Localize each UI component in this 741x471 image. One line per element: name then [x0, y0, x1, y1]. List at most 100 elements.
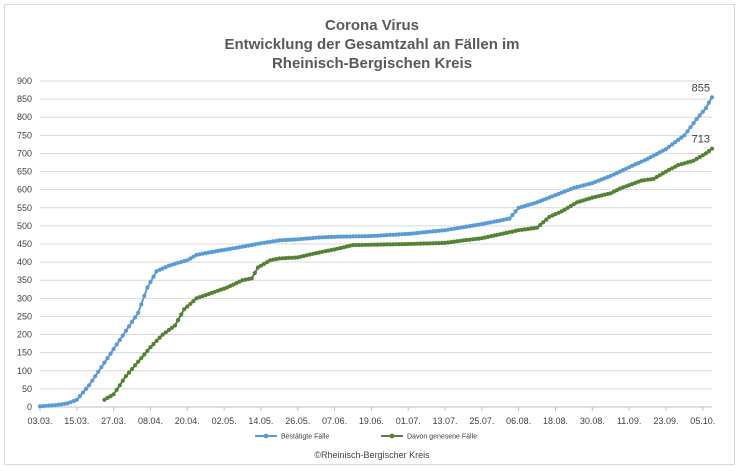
data-point — [252, 270, 257, 276]
data-point — [320, 235, 325, 240]
data-point — [467, 237, 472, 242]
data-point — [424, 241, 429, 246]
data-point — [433, 241, 438, 246]
y-axis: 0 50 100 150 200 250 300 350 400 450 500 550 600 650 7… — [17, 76, 32, 412]
chart-credit: ©Rheinisch-Bergischer Kreis — [314, 450, 430, 460]
data-point — [114, 387, 119, 392]
data-point — [363, 234, 368, 239]
data-point — [400, 232, 405, 237]
x-tick-label: 03.03. — [27, 416, 52, 426]
data-point — [412, 241, 417, 246]
data-point — [369, 233, 374, 239]
data-point — [157, 335, 162, 340]
data-point — [188, 301, 193, 306]
data-point — [117, 337, 122, 343]
legend-marker — [263, 433, 269, 439]
data-point — [525, 226, 531, 232]
data-point — [280, 238, 285, 243]
data-point — [350, 243, 356, 248]
data-point — [292, 255, 297, 260]
data-point — [406, 241, 411, 247]
x-tick-label: 13.07. — [433, 416, 458, 426]
y-tick-label: 350 — [17, 275, 32, 285]
data-point — [467, 224, 472, 229]
data-point — [455, 226, 460, 231]
data-point — [381, 233, 386, 238]
data-point — [126, 370, 132, 375]
data-point — [249, 276, 254, 281]
x-axis: 03.03. 15.03. 27.03. 08.04. 20.04. 02.05. 14.0… — [27, 407, 715, 426]
data-point — [393, 242, 398, 247]
data-point — [314, 235, 319, 240]
legend: Bestätigte Fälle Davon genesene Fälle — [255, 434, 477, 441]
data-point — [148, 279, 153, 285]
data-point — [50, 403, 55, 408]
data-point — [608, 191, 613, 196]
data-point — [427, 241, 432, 246]
data-point — [126, 324, 132, 329]
chart-title-line-3: Rheinisch-Bergischen Kreis — [272, 55, 472, 72]
data-point — [108, 351, 113, 356]
data-point — [651, 176, 656, 181]
data-point — [403, 242, 408, 247]
data-point — [323, 235, 328, 240]
y-tick-label: 850 — [17, 94, 32, 104]
x-tick-label: 06.08. — [506, 416, 531, 426]
data-point — [372, 242, 377, 247]
data-point — [277, 256, 282, 261]
chart-title-line-2: Entwicklung der Gesamtzahl an Fällen im — [224, 36, 519, 53]
data-point — [258, 241, 263, 246]
data-point — [280, 256, 285, 261]
data-point — [179, 312, 184, 317]
x-tick-label: 20.04. — [175, 416, 200, 426]
data-point — [44, 403, 49, 408]
data-point — [326, 234, 331, 240]
data-point — [191, 254, 196, 259]
data-point — [357, 234, 362, 239]
series-layer — [37, 95, 715, 409]
data-point — [403, 231, 408, 237]
data-point — [102, 397, 107, 402]
y-tick-label: 150 — [17, 348, 32, 358]
data-point — [120, 333, 125, 338]
data-point — [335, 234, 340, 239]
data-point — [105, 395, 110, 400]
series-2 — [102, 146, 715, 402]
data-point — [697, 113, 702, 118]
data-point — [673, 140, 678, 145]
data-point — [123, 328, 128, 333]
data-point — [289, 237, 294, 242]
data-point — [393, 232, 398, 237]
legend-label: Bestätigte Fälle — [281, 434, 329, 441]
data-point — [360, 234, 365, 239]
data-point — [507, 216, 512, 221]
y-tick-label: 800 — [17, 112, 32, 122]
data-point — [163, 330, 168, 335]
x-tick-label: 11.09. — [617, 416, 641, 426]
data-point — [709, 95, 715, 100]
data-point — [390, 242, 395, 247]
data-point — [136, 310, 141, 315]
data-point — [568, 203, 573, 209]
chart-title: Corona Virus Entwicklung der Gesamtzahl … — [224, 17, 519, 72]
data-point — [372, 233, 377, 238]
data-point — [298, 236, 303, 242]
data-point — [544, 217, 549, 222]
data-point — [396, 232, 402, 237]
data-point — [682, 133, 687, 138]
data-point — [639, 178, 644, 183]
data-point — [139, 302, 144, 307]
x-tick-label: 01.07. — [396, 416, 421, 426]
y-tick-label: 200 — [17, 330, 32, 340]
data-point — [476, 222, 481, 227]
data-point — [541, 220, 546, 225]
data-point — [452, 239, 457, 244]
x-tick-label: 15.03. — [64, 416, 89, 426]
data-point — [231, 246, 236, 251]
chart-title-line-1: Corona Virus — [325, 17, 419, 34]
data-point — [268, 239, 273, 244]
series-line — [103, 147, 713, 401]
data-point — [117, 383, 122, 388]
y-tick-label: 600 — [17, 185, 32, 195]
y-tick-label: 650 — [17, 167, 32, 177]
